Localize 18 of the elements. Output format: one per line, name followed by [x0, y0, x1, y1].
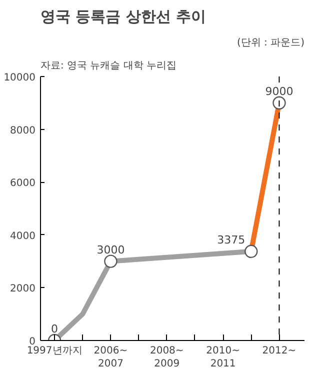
y-tick-label: 8000: [10, 125, 36, 136]
y-tick-label: 10000: [4, 72, 36, 84]
x-tick-label: 1997년까지: [26, 346, 82, 356]
data-label: 3000: [96, 243, 125, 256]
x-tick-label: 2008~ 2009: [150, 346, 184, 370]
y-tick-label: 4000: [10, 230, 36, 242]
x-tick-label: 2010~ 2011: [206, 346, 240, 370]
data-label: 9000: [265, 84, 294, 98]
y-tick-label: 6000: [10, 178, 36, 190]
data-label: 0: [51, 322, 58, 336]
y-tick-label: 0: [29, 336, 36, 348]
y-tick-label: 2000: [10, 284, 36, 295]
text: (단위 : 파운드): [236, 38, 305, 48]
x-tick-label: 2012~: [262, 346, 296, 356]
x-tick-label: 2006~ 2007: [94, 346, 128, 370]
chart-subtitle: 자료: 영국 뉴캐슬 대학 누리집: [40, 60, 177, 72]
chart-title: 영국 등록금 상한선 추이: [40, 8, 206, 26]
data-label: 3375: [217, 233, 246, 246]
